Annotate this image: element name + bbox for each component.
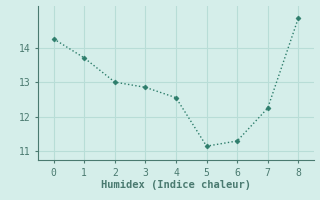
X-axis label: Humidex (Indice chaleur): Humidex (Indice chaleur): [101, 180, 251, 190]
